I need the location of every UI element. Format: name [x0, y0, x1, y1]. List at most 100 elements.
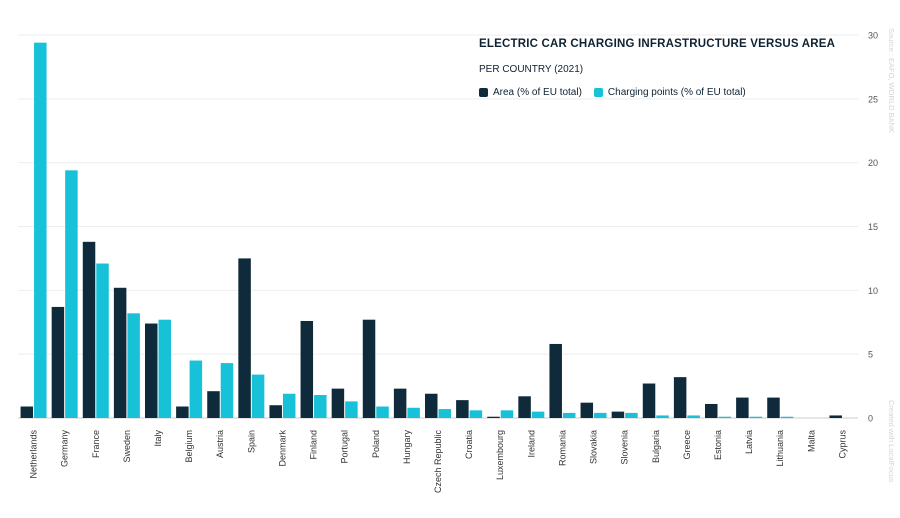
- x-tick-label: Belgium: [184, 430, 194, 463]
- bar-area-greece[interactable]: [673, 377, 687, 418]
- bar-charging-points-czech-republic[interactable]: [438, 409, 452, 418]
- y-tick-label: 10: [868, 286, 878, 296]
- x-tick-label: Ireland: [526, 430, 536, 458]
- chart-subtitle: PER COUNTRY (2021): [479, 64, 584, 75]
- bar-charging-points-slovenia[interactable]: [625, 412, 638, 418]
- x-tick-label: Luxembourg: [495, 430, 505, 480]
- legend-label-area: Area (% of EU total): [493, 87, 582, 98]
- bar-area-ireland[interactable]: [518, 396, 531, 418]
- bar-charging-points-romania[interactable]: [562, 412, 576, 418]
- bar-area-spain[interactable]: [238, 258, 251, 418]
- bar-charging-points-poland[interactable]: [376, 406, 389, 418]
- x-tick-label: Croatia: [464, 430, 474, 459]
- bar-area-estonia[interactable]: [705, 403, 718, 418]
- x-tick-label: Estonia: [713, 430, 723, 460]
- y-tick-label: 0: [868, 414, 873, 424]
- bar-area-france[interactable]: [82, 241, 96, 418]
- legend-label-charging-points: Charging points (% of EU total): [607, 87, 746, 98]
- gridlines: [18, 34, 858, 419]
- bar-charging-points-ireland[interactable]: [531, 411, 545, 418]
- x-tick-label: Italy: [153, 430, 163, 447]
- bar-charging-points-sweden[interactable]: [127, 313, 140, 418]
- y-tick-label: 30: [868, 31, 878, 41]
- bar-charging-points-greece[interactable]: [687, 415, 700, 418]
- source-note: Source : EAFO, WORLD BANK: [887, 28, 896, 134]
- legend-swatch-area: [479, 88, 488, 97]
- chart-title: ELECTRIC CAR CHARGING INFRASTRUCTURE VER…: [479, 38, 836, 50]
- legend-item-area[interactable]: Area (% of EU total): [479, 87, 582, 98]
- bar-area-portugal[interactable]: [331, 388, 345, 418]
- x-tick-label: Cyprus: [837, 430, 847, 459]
- x-tick-label: Latvia: [744, 430, 754, 454]
- bar-area-hungary[interactable]: [393, 388, 407, 418]
- y-axis-ticks: 0 5 10 15 20 25 30: [868, 31, 878, 424]
- x-tick-label: Spain: [246, 430, 256, 453]
- bar-charging-points-hungary[interactable]: [407, 407, 420, 418]
- x-tick-label: Sweden: [122, 430, 132, 463]
- y-tick-label: 20: [868, 158, 878, 168]
- x-tick-label: Poland: [371, 430, 381, 458]
- bar-area-latvia[interactable]: [736, 397, 749, 418]
- x-tick-label: Portugal: [340, 430, 350, 464]
- legend-swatch-charging-points: [593, 88, 603, 97]
- x-tick-label: Romania: [557, 430, 567, 466]
- y-tick-label: 15: [868, 222, 878, 232]
- bar-charging-points-estonia[interactable]: [718, 416, 732, 418]
- x-tick-label: Czech Republic: [433, 430, 443, 494]
- bar-charging-points-spain[interactable]: [251, 374, 265, 418]
- bar-area-sweden[interactable]: [113, 287, 127, 418]
- bar-area-denmark[interactable]: [269, 405, 282, 418]
- x-tick-label: Germany: [60, 430, 70, 468]
- bar-charging-points-slovakia[interactable]: [594, 412, 607, 418]
- bar-area-netherlands[interactable]: [20, 406, 34, 418]
- bar-charging-points-france[interactable]: [96, 263, 109, 418]
- bar-area-luxembourg[interactable]: [487, 416, 500, 418]
- bar-area-cyprus[interactable]: [829, 415, 842, 418]
- x-tick-label: France: [91, 430, 101, 458]
- bar-area-italy[interactable]: [145, 323, 158, 418]
- x-axis-ticks: Netherlands Germany France Sweden Italy Belgi…: [29, 430, 848, 494]
- bar-charging-points-latvia[interactable]: [749, 416, 763, 418]
- legend-item-charging-points[interactable]: Charging points (% of EU total): [593, 87, 746, 98]
- bar-charging-points-croatia[interactable]: [469, 410, 483, 418]
- bar-area-belgium[interactable]: [176, 406, 189, 418]
- bar-charging-points-belgium[interactable]: [189, 360, 203, 418]
- bar-area-slovakia[interactable]: [580, 402, 594, 418]
- bar-area-croatia[interactable]: [456, 400, 469, 418]
- x-tick-label: Denmark: [277, 430, 287, 467]
- bar-area-austria[interactable]: [207, 391, 220, 418]
- x-tick-label: Lithuania: [775, 430, 785, 467]
- bar-area-germany[interactable]: [51, 306, 65, 418]
- x-tick-label: Finland: [309, 430, 319, 460]
- credit-note: Created with LocalFocus: [887, 400, 896, 483]
- bar-area-bulgaria[interactable]: [642, 383, 656, 418]
- x-tick-label: Austria: [215, 430, 225, 458]
- bar-area-romania[interactable]: [549, 343, 562, 418]
- chart-legend: Area (% of EU total) Charging points (% …: [479, 87, 758, 98]
- bar-charging-points-portugal[interactable]: [345, 401, 358, 418]
- bar-charging-points-italy[interactable]: [158, 319, 172, 418]
- bar-area-slovenia[interactable]: [611, 411, 625, 418]
- bar-charging-points-austria[interactable]: [220, 363, 234, 418]
- x-tick-label: Malta: [806, 430, 816, 452]
- bar-charging-points-germany[interactable]: [65, 170, 78, 418]
- bar-area-lithuania[interactable]: [767, 397, 780, 418]
- bar-charging-points-finland[interactable]: [314, 395, 327, 418]
- y-tick-label: 5: [868, 350, 873, 360]
- bar-area-finland[interactable]: [300, 320, 314, 418]
- bar-charging-points-netherlands[interactable]: [34, 42, 47, 418]
- bar-charging-points-luxembourg[interactable]: [500, 410, 514, 418]
- bar-area-poland[interactable]: [362, 319, 376, 418]
- x-tick-label: Netherlands: [29, 430, 39, 479]
- bar-charging-points-denmark[interactable]: [282, 393, 296, 418]
- x-tick-label: Slovenia: [620, 430, 630, 465]
- x-tick-label: Bulgaria: [651, 430, 661, 463]
- x-tick-label: Slovakia: [589, 430, 599, 464]
- x-tick-label: Hungary: [402, 430, 412, 465]
- y-tick-label: 25: [868, 94, 878, 104]
- bar-area-czech-republic[interactable]: [425, 393, 438, 418]
- bar-charging-points-bulgaria[interactable]: [656, 415, 669, 418]
- bar-charging-points-lithuania[interactable]: [780, 416, 794, 418]
